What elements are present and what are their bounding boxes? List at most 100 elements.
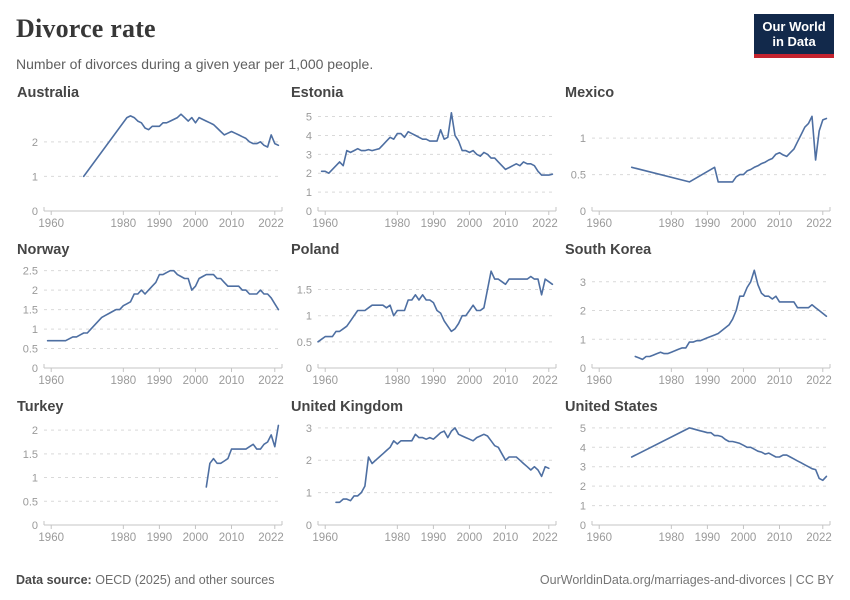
- data-source-label: Data source:: [16, 573, 92, 587]
- united-states-ytick-3: 3: [580, 462, 586, 474]
- turkey-ytick-0.5: 0.5: [23, 496, 38, 508]
- australia-line-chart: 0 1 2 1960 1980 1990 2000 2010 2022: [32, 113, 284, 230]
- chart-title-mexico: Mexico: [565, 85, 615, 101]
- estonia-xtick-1960: 1960: [312, 218, 338, 230]
- poland-data-line: [317, 270, 554, 343]
- united-states-xtick-2022: 2022: [806, 532, 832, 544]
- turkey-xtick-2010: 2010: [219, 532, 245, 544]
- mexico-xtick-1960: 1960: [586, 218, 612, 230]
- south-korea-xtick-1980: 1980: [659, 375, 685, 387]
- estonia-data-line: [320, 112, 554, 176]
- estonia-xtick-2000: 2000: [457, 218, 483, 230]
- chart-footer: Data source: OECD (2025) and other sourc…: [16, 573, 834, 587]
- australia-data-line: [82, 113, 280, 178]
- south-korea-xtick-2000: 2000: [731, 375, 757, 387]
- australia-xtick-2010: 2010: [219, 218, 245, 230]
- united-states-ytick-2: 2: [580, 481, 586, 493]
- mexico-xtick-1980: 1980: [659, 218, 685, 230]
- united-kingdom-xtick-2022: 2022: [532, 532, 558, 544]
- norway-ytick-1.5: 1.5: [23, 305, 38, 317]
- norway-xtick-1960: 1960: [38, 375, 64, 387]
- logo-text-line1: Our World: [762, 19, 826, 34]
- united-kingdom-xtick-1960: 1960: [312, 532, 338, 544]
- australia-xtick-1980: 1980: [111, 218, 137, 230]
- mexico-data-line: [630, 115, 828, 183]
- poland-ytick-0.5: 0.5: [297, 337, 312, 349]
- norway-line-chart: 0 0.5 1 1.5 2 2.5 1960 1980 1990 2000 2010 2022: [23, 266, 284, 387]
- united-states-xtick-1960: 1960: [586, 532, 612, 544]
- poland-line-chart: 0 0.5 1 1.5 1960 1980 1990 2000 2010 2022: [297, 270, 558, 387]
- turkey-ytick-2: 2: [32, 425, 38, 437]
- united-states-ytick-1: 1: [580, 501, 586, 513]
- estonia-ytick-3: 3: [306, 149, 312, 161]
- united-states-xtick-2000: 2000: [731, 532, 757, 544]
- united-kingdom-ytick-3: 3: [306, 423, 312, 435]
- turkey-xtick-1990: 1990: [147, 532, 173, 544]
- australia-ytick-1: 1: [32, 171, 38, 183]
- south-korea-ytick-0: 0: [580, 363, 586, 375]
- estonia-xtick-1980: 1980: [385, 218, 411, 230]
- chart-title-poland: Poland: [291, 242, 340, 258]
- chart-panel-turkey: Turkey 0 0.5 1 1.5 2 1960 1980 1990 2000 2010 2022: [16, 399, 286, 547]
- chart-panel-united-kingdom: United Kingdom 0 1 2 3 1960 1980 1990 2000 2010 20…: [290, 399, 560, 547]
- chart-subtitle: Number of divorces during a given year p…: [16, 56, 374, 72]
- estonia-ytick-0: 0: [306, 206, 312, 218]
- south-korea-ytick-3: 3: [580, 277, 586, 289]
- poland-xtick-1990: 1990: [421, 375, 447, 387]
- turkey-xtick-1980: 1980: [111, 532, 137, 544]
- estonia-ytick-1: 1: [306, 187, 312, 199]
- logo-text-line2: in Data: [772, 34, 816, 50]
- australia-xtick-2022: 2022: [258, 218, 284, 230]
- poland-xtick-1980: 1980: [385, 375, 411, 387]
- estonia-xtick-1990: 1990: [421, 218, 447, 230]
- poland-xtick-2000: 2000: [457, 375, 483, 387]
- mexico-ytick-0.5: 0.5: [571, 170, 586, 182]
- data-source-text: OECD (2025) and other sources: [95, 573, 275, 587]
- norway-ytick-0: 0: [32, 363, 38, 375]
- turkey-data-line: [205, 424, 280, 488]
- norway-ytick-0.5: 0.5: [23, 344, 38, 356]
- chart-panel-mexico: Mexico 0 0.5 1 1960 1980 1990 2000 2010 2022: [564, 85, 834, 233]
- turkey-ytick-0: 0: [32, 520, 38, 532]
- mexico-xtick-2000: 2000: [731, 218, 757, 230]
- estonia-xtick-2022: 2022: [532, 218, 558, 230]
- australia-xtick-1990: 1990: [147, 218, 173, 230]
- chart-title-australia: Australia: [17, 85, 80, 101]
- norway-ytick-1: 1: [32, 324, 38, 336]
- attribution: OurWorldinData.org/marriages-and-divorce…: [539, 573, 834, 587]
- south-korea-xtick-2010: 2010: [767, 375, 793, 387]
- chart-title-united-kingdom: United Kingdom: [291, 399, 403, 415]
- united-states-ytick-5: 5: [580, 423, 586, 435]
- united-states-xtick-1990: 1990: [695, 532, 721, 544]
- norway-data-line: [46, 269, 280, 342]
- united-states-ytick-4: 4: [580, 442, 586, 454]
- poland-xtick-2010: 2010: [493, 375, 519, 387]
- norway-xtick-2022: 2022: [258, 375, 284, 387]
- united-states-xtick-1980: 1980: [659, 532, 685, 544]
- poland-ytick-1: 1: [306, 311, 312, 323]
- united-kingdom-xtick-1990: 1990: [421, 532, 447, 544]
- united-kingdom-xtick-1980: 1980: [385, 532, 411, 544]
- estonia-xtick-2010: 2010: [493, 218, 519, 230]
- united-kingdom-line-chart: 0 1 2 3 1960 1980 1990 2000 2010 2022: [306, 423, 558, 544]
- chart-panel-united-states: United States 0 1 2 3 4 5 1960 1980 1990 2000 2010 2…: [564, 399, 834, 547]
- estonia-ytick-2: 2: [306, 168, 312, 180]
- owid-logo: Our World in Data: [754, 14, 834, 58]
- australia-ytick-2: 2: [32, 137, 38, 149]
- south-korea-ytick-1: 1: [580, 334, 586, 346]
- australia-xtick-2000: 2000: [183, 218, 209, 230]
- mexico-xtick-1990: 1990: [695, 218, 721, 230]
- turkey-ytick-1: 1: [32, 473, 38, 485]
- chart-title-turkey: Turkey: [17, 399, 64, 415]
- norway-ytick-2.5: 2.5: [23, 266, 38, 278]
- south-korea-ytick-2: 2: [580, 306, 586, 318]
- chart-header: Divorce rate Number of divorces during a…: [16, 14, 834, 72]
- united-states-line-chart: 0 1 2 3 4 5 1960 1980 1990 2000 2010 2022: [580, 423, 832, 544]
- mexico-ytick-1: 1: [580, 133, 586, 145]
- united-states-data-line: [630, 427, 828, 482]
- united-kingdom-xtick-2000: 2000: [457, 532, 483, 544]
- turkey-line-chart: 0 0.5 1 1.5 2 1960 1980 1990 2000 2010 2022: [23, 424, 284, 544]
- norway-xtick-1990: 1990: [147, 375, 173, 387]
- poland-xtick-2022: 2022: [532, 375, 558, 387]
